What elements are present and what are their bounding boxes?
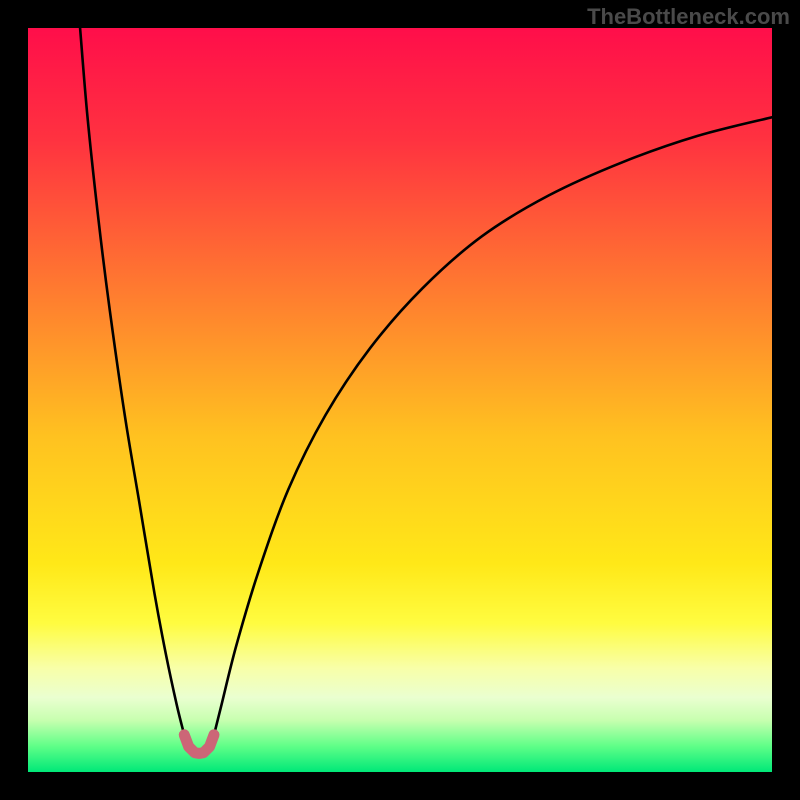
bottleneck-chart — [28, 28, 772, 772]
chart-background — [28, 28, 772, 772]
chart-svg — [28, 28, 772, 772]
attribution-label: TheBottleneck.com — [587, 4, 790, 30]
chart-root: TheBottleneck.com — [0, 0, 800, 800]
